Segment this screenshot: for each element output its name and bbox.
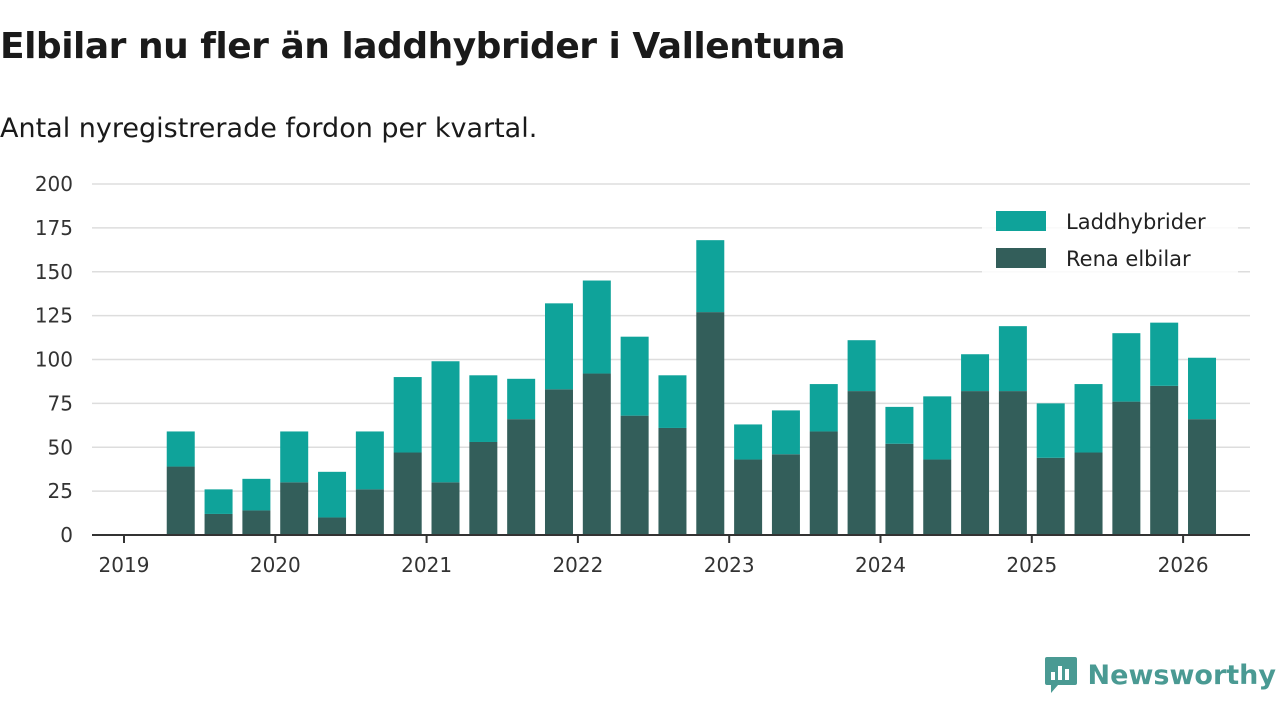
bar-rena-elbilar <box>393 452 422 535</box>
bar-rena-elbilar <box>1188 419 1217 535</box>
bar-laddhybrider <box>771 410 800 455</box>
bar-rena-elbilar <box>998 391 1027 535</box>
bar-rena-elbilar <box>318 517 347 535</box>
bar-rena-elbilar <box>1036 457 1065 535</box>
bar-laddhybrider <box>280 431 309 483</box>
bar-laddhybrider <box>923 396 952 460</box>
y-tick-label: 75 <box>48 391 73 415</box>
bars <box>166 240 1217 535</box>
bar-laddhybrider <box>1036 403 1065 458</box>
bar-laddhybrider <box>998 326 1027 392</box>
bar-rena-elbilar <box>847 391 876 535</box>
bar-rena-elbilar <box>1150 385 1179 535</box>
bar-rena-elbilar <box>431 482 460 535</box>
bar-laddhybrider <box>544 303 573 390</box>
bar-rena-elbilar <box>620 415 649 535</box>
y-axis-labels: 0 25 50 75 100 125 150 175 200 <box>35 172 73 547</box>
bar-laddhybrider <box>620 336 649 416</box>
newsworthy-logo-icon <box>1044 657 1077 693</box>
bar-laddhybrider <box>809 384 838 432</box>
y-tick-label: 50 <box>48 435 73 459</box>
x-tick-label: 2025 <box>1006 553 1057 577</box>
chart-subtitle: Antal nyregistrerade fordon per kvartal. <box>0 113 538 144</box>
bar-laddhybrider <box>204 489 233 514</box>
legend-label-laddhybrider: Laddhybrider <box>1066 210 1206 234</box>
bar-laddhybrider <box>885 406 914 444</box>
newsworthy-brand: Newsworthy <box>1044 655 1276 695</box>
bar-rena-elbilar <box>885 443 914 535</box>
brand-name: Newsworthy <box>1087 659 1276 691</box>
bar-rena-elbilar <box>166 466 195 535</box>
bar-rena-elbilar <box>658 427 687 535</box>
legend-swatch-laddhybrider <box>996 211 1046 231</box>
bar-rena-elbilar <box>961 391 990 535</box>
bar-rena-elbilar <box>1074 452 1103 535</box>
y-tick-label: 0 <box>60 523 73 547</box>
bar-laddhybrider <box>431 361 460 483</box>
bar-rena-elbilar <box>923 459 952 535</box>
x-tick-label: 2022 <box>552 553 603 577</box>
bar-laddhybrider <box>242 478 271 511</box>
bar-laddhybrider <box>696 240 725 313</box>
bar-rena-elbilar <box>204 513 233 535</box>
legend-swatch-elbilar <box>996 248 1046 268</box>
y-tick-label: 125 <box>35 304 73 328</box>
bar-rena-elbilar <box>507 419 536 535</box>
bar-laddhybrider <box>1074 384 1103 453</box>
y-tick-label: 25 <box>48 479 73 503</box>
bar-laddhybrider <box>847 340 876 392</box>
bar-laddhybrider <box>1112 333 1141 402</box>
bar-rena-elbilar <box>1112 401 1141 535</box>
bar-rena-elbilar <box>582 373 611 535</box>
y-tick-label: 200 <box>35 172 73 196</box>
bar-laddhybrider <box>1150 322 1179 386</box>
bar-rena-elbilar <box>771 454 800 535</box>
bar-rena-elbilar <box>469 441 498 535</box>
bar-rena-elbilar <box>355 489 384 535</box>
bar-rena-elbilar <box>242 510 271 535</box>
bar-laddhybrider <box>166 431 195 467</box>
legend: Laddhybrider Rena elbilar <box>982 202 1238 276</box>
x-tick-label: 2026 <box>1158 553 1209 577</box>
bar-rena-elbilar <box>734 459 763 535</box>
bar-laddhybrider <box>469 375 498 442</box>
x-tick-label: 2024 <box>855 553 906 577</box>
bar-laddhybrider <box>961 354 990 392</box>
x-tick-label: 2023 <box>704 553 755 577</box>
y-tick-label: 175 <box>35 216 73 240</box>
bar-laddhybrider <box>393 377 422 453</box>
chart-title: Elbilar nu fler än laddhybrider i Vallen… <box>0 26 846 67</box>
bar-laddhybrider <box>734 424 763 460</box>
y-tick-label: 100 <box>35 348 73 372</box>
x-tick-label: 2020 <box>250 553 301 577</box>
bar-rena-elbilar <box>696 312 725 535</box>
bar-laddhybrider <box>318 471 347 518</box>
bar-rena-elbilar <box>280 482 309 535</box>
x-tick-label: 2021 <box>401 553 452 577</box>
bar-laddhybrider <box>1188 357 1217 420</box>
legend-label-elbilar: Rena elbilar <box>1066 247 1191 271</box>
bar-laddhybrider <box>507 378 536 420</box>
x-tick-label: 2019 <box>99 553 150 577</box>
y-tick-label: 150 <box>35 260 73 284</box>
bar-rena-elbilar <box>809 431 838 535</box>
bar-laddhybrider <box>658 375 687 428</box>
x-axis: 2019 2020 2021 2022 2023 2024 2025 2026 <box>92 534 1250 577</box>
bar-laddhybrider <box>582 280 611 374</box>
bar-laddhybrider <box>355 431 384 490</box>
bar-rena-elbilar <box>544 389 573 535</box>
